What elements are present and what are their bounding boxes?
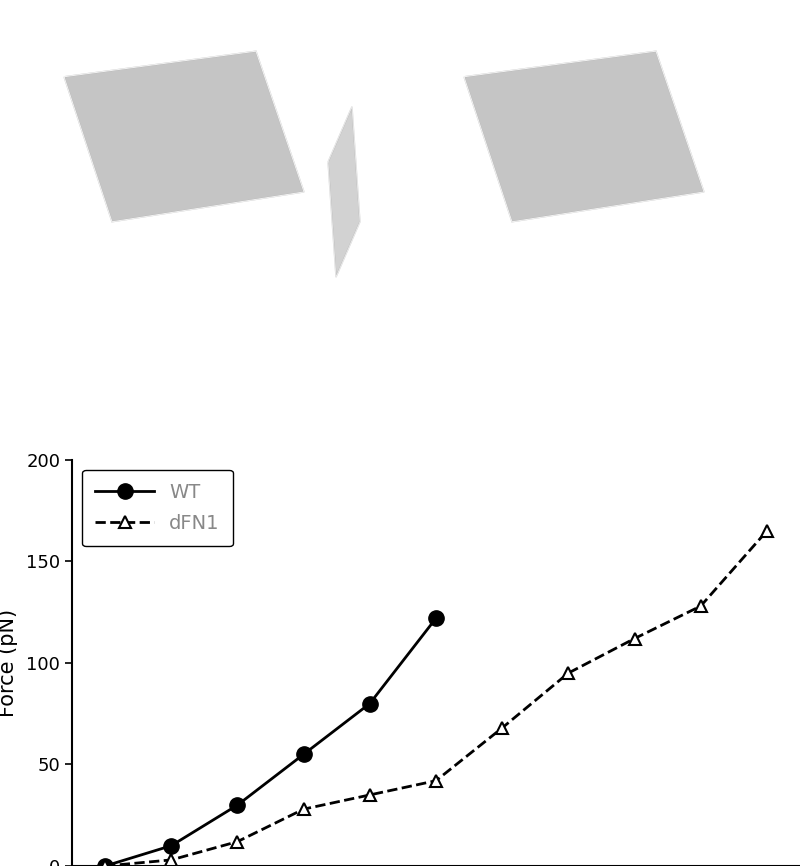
dFN1 [563, 668, 573, 678]
Line: dFN1: dFN1 [99, 525, 773, 866]
Text: A: A [24, 13, 46, 41]
WT [365, 698, 374, 708]
Polygon shape [328, 107, 360, 277]
WT [166, 841, 176, 851]
Line: WT: WT [98, 611, 444, 866]
WT [100, 861, 110, 866]
Polygon shape [64, 51, 304, 222]
dFN1 [431, 776, 441, 786]
Text: B: B [432, 13, 453, 41]
Y-axis label: Force (pN): Force (pN) [0, 609, 18, 717]
dFN1 [299, 804, 309, 814]
WT [233, 800, 242, 811]
WT [431, 613, 441, 624]
dFN1 [498, 723, 507, 734]
dFN1 [365, 790, 374, 800]
dFN1 [166, 855, 176, 865]
FancyArrow shape [268, 341, 324, 423]
FancyArrow shape [628, 333, 684, 414]
dFN1 [696, 601, 706, 611]
Polygon shape [464, 51, 704, 222]
dFN1 [762, 526, 772, 536]
dFN1 [100, 861, 110, 866]
WT [299, 749, 309, 759]
Legend: WT, dFN1: WT, dFN1 [82, 469, 234, 546]
Text: C: C [22, 496, 42, 525]
dFN1 [630, 633, 639, 643]
dFN1 [233, 837, 242, 847]
